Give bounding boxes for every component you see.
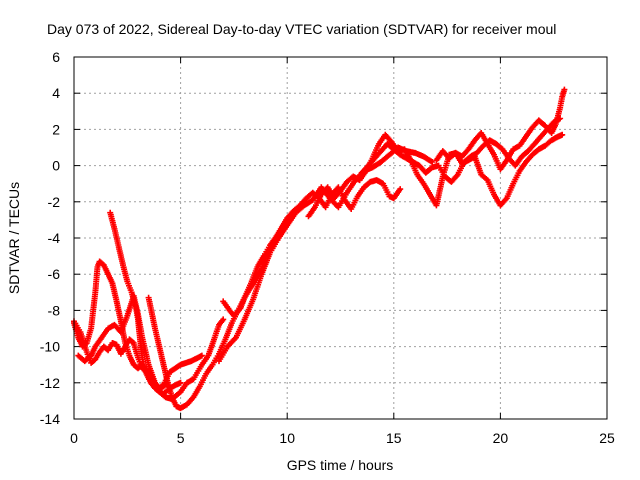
y-axis-label: SDTVAR / TECUs (6, 182, 22, 294)
x-tick-label: 5 (177, 430, 185, 446)
y-tick-label: -10 (40, 339, 60, 355)
x-tick-label: 10 (279, 430, 295, 446)
x-tick-label: 20 (493, 430, 509, 446)
y-tick-label: 0 (52, 158, 60, 174)
series-track-d (107, 209, 184, 397)
y-tick-label: 4 (52, 85, 60, 101)
series-track-i (358, 115, 564, 185)
y-tick-label: -8 (48, 302, 61, 318)
plus-markers (358, 115, 564, 185)
y-tick-label: -12 (40, 375, 60, 391)
y-tick-labels: -14 -12 -10 -8 -6 -4 -2 0 2 4 6 (40, 49, 60, 427)
grid-lines (74, 57, 607, 419)
plus-markers (107, 209, 184, 397)
plot-frame (73, 56, 608, 420)
y-tick-label: -2 (48, 194, 61, 210)
plus-markers (433, 86, 568, 173)
x-tick-label: 25 (599, 430, 615, 446)
y-tick-label: -14 (40, 411, 60, 427)
plus-markers (305, 131, 566, 220)
x-tick-label: 0 (70, 430, 78, 446)
x-tick-label: 15 (386, 430, 402, 446)
series-track-g (216, 144, 436, 365)
data-series (71, 86, 568, 412)
series-track-h (305, 131, 566, 220)
chart-title: Day 073 of 2022, Sidereal Day-to-day VTE… (47, 21, 556, 37)
x-axis-label: GPS time / hours (287, 457, 394, 473)
plus-markers (216, 144, 436, 365)
y-tick-label: -4 (48, 230, 61, 246)
series-track-j (433, 86, 568, 173)
y-tick-label: 2 (52, 121, 60, 137)
x-tick-labels: 0 5 10 15 20 25 (70, 430, 615, 446)
y-tick-label: 6 (52, 49, 60, 65)
y-tick-label: -6 (48, 266, 61, 282)
